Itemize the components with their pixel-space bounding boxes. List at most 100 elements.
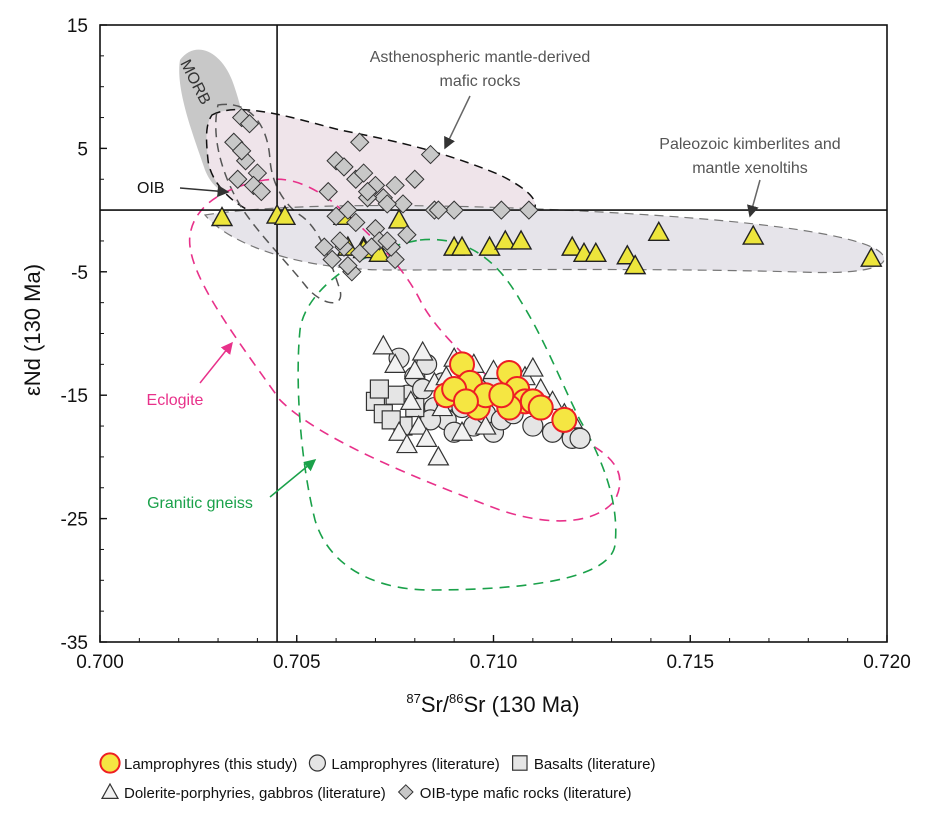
granitic-gneiss-label: Granitic gneiss: [147, 495, 253, 512]
legend-marker-square: [512, 755, 528, 771]
y-axis-title: εNd (130 Ma): [20, 264, 45, 396]
data-point-diamond: [228, 169, 248, 189]
legend: Lamprophyres (this study) Lamprophyres (l…: [99, 752, 656, 802]
y-tick-label: -15: [61, 386, 88, 407]
data-point-diamond: [353, 163, 374, 183]
granitic-gneiss-arrow: [269, 459, 317, 498]
data-point-triangle-open: [427, 445, 450, 466]
legend-marker-diamond: [397, 784, 414, 800]
data-point-diamond: [334, 157, 354, 177]
data-point-triangle-yellow: [860, 246, 883, 267]
data-point-triangle-open: [415, 427, 438, 447]
kimberlite-label-2: mantle xenoltihs: [692, 160, 808, 177]
data-point-diamond: [330, 231, 350, 251]
data-point-triangle-yellow: [509, 229, 533, 250]
kimberlite-label-1: Paleozoic kimberlites and: [659, 136, 840, 153]
data-point-triangle-open: [521, 356, 544, 377]
data-point-diamond: [397, 225, 417, 245]
legend-marker-circle-highlight: [99, 752, 121, 774]
oib-field: [215, 103, 342, 304]
data-point-triangle-yellow: [273, 204, 297, 225]
data-point-diamond: [239, 114, 260, 134]
y-tick-label: 5: [77, 139, 88, 160]
data-point-triangle-open: [403, 359, 426, 380]
data-point-diamond: [361, 237, 382, 257]
data-point-circle-highlight: [452, 388, 479, 415]
y-tick-label: -25: [61, 510, 88, 531]
data-point-triangle-open: [411, 340, 434, 361]
x-tick-label: 0.720: [863, 652, 911, 673]
asthenosphere-label-2: mafic rocks: [440, 73, 521, 90]
data-point-triangle-open: [384, 353, 407, 373]
x-tick-label: 0.700: [76, 652, 124, 673]
data-point-diamond: [231, 141, 252, 161]
data-point-triangle-yellow: [584, 241, 607, 262]
data-point-circle: [569, 427, 591, 449]
data-point-diamond: [326, 206, 346, 226]
asthenosphere-arrow: [444, 95, 471, 150]
legend-marker-circle: [308, 754, 327, 772]
data-point-diamond: [393, 194, 413, 214]
axis-ticks: 0.700 0.705 0.710 0.715 0.720 15 5 -5 -15 -25 -35: [61, 16, 911, 673]
asthenosphere-label-1: Asthenospheric mantle-derived: [370, 49, 591, 66]
y-tick-label: -5: [71, 263, 88, 284]
eclogite-label: Eclogite: [147, 392, 204, 409]
data-point-diamond: [420, 144, 441, 165]
legend-label: Dolerite-porphyries, gabbros (literature…: [124, 785, 386, 802]
x-axis-title: 87Sr/86Sr (130 Ma): [406, 691, 579, 717]
data-point-triangle-open: [407, 414, 430, 435]
data-point-diamond: [346, 212, 366, 233]
legend-label: OIB-type mafic rocks (literature): [420, 785, 632, 802]
data-point-triangle-yellow: [478, 235, 501, 256]
data-point-triangle-yellow: [561, 235, 584, 256]
data-point-circle-highlight: [527, 394, 554, 421]
data-points: [210, 107, 883, 466]
y-tick-label: -35: [61, 633, 88, 654]
eclogite-arrow: [199, 341, 233, 384]
x-axis-part-2: Sr (130 Ma): [463, 692, 579, 717]
data-point-circle-highlight: [488, 382, 515, 409]
data-point-triangle-open: [399, 390, 422, 410]
annotations: MORB OIB Asthenospheric mantle-derived m…: [137, 49, 841, 512]
oib-label: OIB: [137, 180, 165, 197]
field-envelopes: [179, 49, 885, 591]
data-point-triangle-yellow: [494, 229, 517, 250]
legend-marker-triangle-open: [100, 782, 120, 800]
data-point-triangle-yellow: [387, 208, 411, 229]
kimberlite-arrow: [747, 179, 761, 218]
data-point-triangle-open: [395, 433, 418, 454]
data-point-diamond: [338, 255, 358, 276]
data-point-triangle-open: [474, 414, 497, 435]
data-point-triangle-open: [451, 420, 474, 441]
data-point-diamond: [377, 231, 397, 251]
data-point-diamond: [385, 175, 405, 196]
data-point-diamond: [357, 181, 378, 202]
x-tick-label: 0.715: [666, 652, 714, 673]
series-diamond: [224, 107, 539, 282]
data-point-diamond: [322, 249, 342, 270]
legend-label: Basalts (literature): [534, 756, 656, 773]
series-circle-highlight: [433, 351, 578, 433]
data-point-triangle-open: [372, 334, 395, 355]
data-point-diamond: [491, 200, 512, 220]
data-point-diamond: [519, 200, 539, 220]
granitic-gneiss-field: [297, 238, 617, 591]
data-point-circle-highlight: [551, 406, 578, 433]
kimberlite-field: [203, 204, 885, 274]
data-point-triangle-yellow: [623, 254, 647, 275]
oib-arrow: [179, 185, 230, 198]
data-point-diamond: [350, 132, 370, 152]
data-point-triangle-open: [388, 420, 411, 441]
x-axis-sup-2: 86: [449, 691, 463, 706]
data-point-square: [381, 410, 401, 430]
data-point-diamond: [428, 200, 449, 220]
data-point-triangle-yellow: [616, 244, 639, 265]
data-point-square: [369, 379, 389, 399]
data-point-diamond: [318, 181, 338, 202]
data-point-diamond: [377, 194, 397, 214]
x-tick-label: 0.710: [470, 652, 518, 673]
data-point-diamond: [314, 237, 335, 257]
x-axis-sup-1: 87: [406, 691, 420, 706]
data-point-diamond: [444, 200, 464, 220]
